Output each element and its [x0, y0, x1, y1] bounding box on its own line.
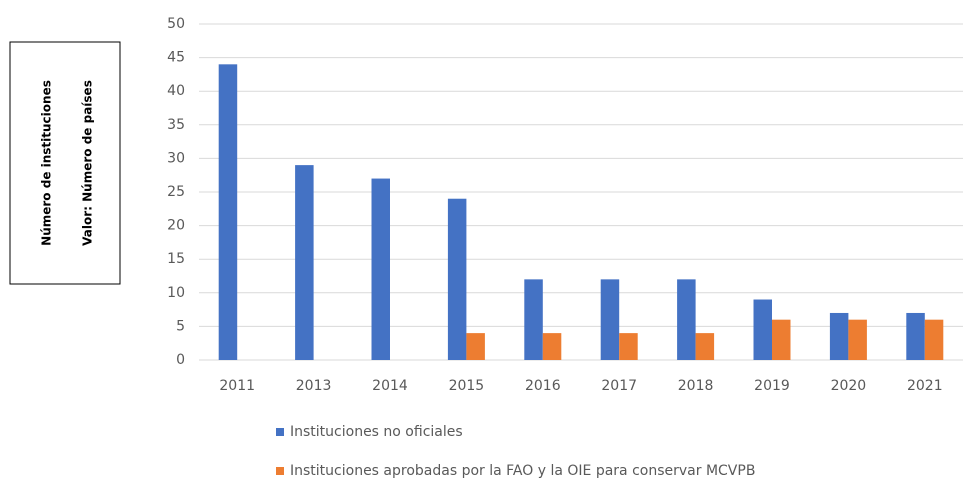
bar: [600, 279, 620, 360]
bar: [848, 319, 867, 360]
bar: [466, 333, 485, 360]
x-tick-label: 2015: [449, 378, 485, 394]
y-tick-label: 40: [167, 83, 185, 99]
x-tick-label: 2018: [678, 378, 714, 394]
y-tick-label: 0: [176, 352, 185, 368]
y-tick-label: 25: [167, 184, 185, 200]
bar: [677, 279, 696, 360]
bar: [524, 279, 543, 360]
x-tick-label: 2014: [372, 378, 408, 394]
x-tick-label: 2020: [831, 378, 867, 394]
axis-title-box: [9, 41, 121, 285]
y-tick-label: 15: [167, 251, 185, 267]
legend-label: Instituciones aprobadas por la FAO y la …: [290, 463, 755, 479]
x-tick-label: 2016: [525, 378, 561, 394]
x-tick-label: 2011: [219, 378, 255, 394]
legend-swatch: [276, 428, 284, 436]
y-tick-label: 35: [167, 117, 185, 133]
bar: [371, 178, 390, 360]
y-tick-label: 5: [176, 318, 185, 334]
x-tick-label: 2017: [601, 378, 637, 394]
bar: [924, 319, 944, 360]
x-tick-label: 2019: [754, 378, 790, 394]
y-axis-title: Valor: Número de países: [81, 80, 95, 246]
y-tick-label: 50: [167, 16, 185, 32]
legend-label: Instituciones no oficiales: [290, 424, 463, 440]
bar: [906, 312, 925, 360]
bar: [619, 333, 638, 360]
y-tick-label: 30: [167, 150, 185, 166]
bar: [295, 165, 314, 360]
x-tick-label: 2021: [907, 378, 943, 394]
y-axis-title: Número de instituciones: [40, 80, 54, 246]
bar: [218, 64, 238, 360]
bar: [829, 312, 849, 360]
bar: [772, 319, 791, 360]
bar: [753, 299, 772, 360]
bar: [447, 198, 467, 360]
x-tick-label: 2013: [296, 378, 332, 394]
y-tick-label: 10: [167, 285, 185, 301]
bar: [695, 333, 715, 360]
y-tick-label: 45: [167, 50, 185, 66]
legend-swatch: [276, 467, 284, 475]
y-tick-label: 20: [167, 218, 185, 234]
bar: [542, 333, 562, 360]
